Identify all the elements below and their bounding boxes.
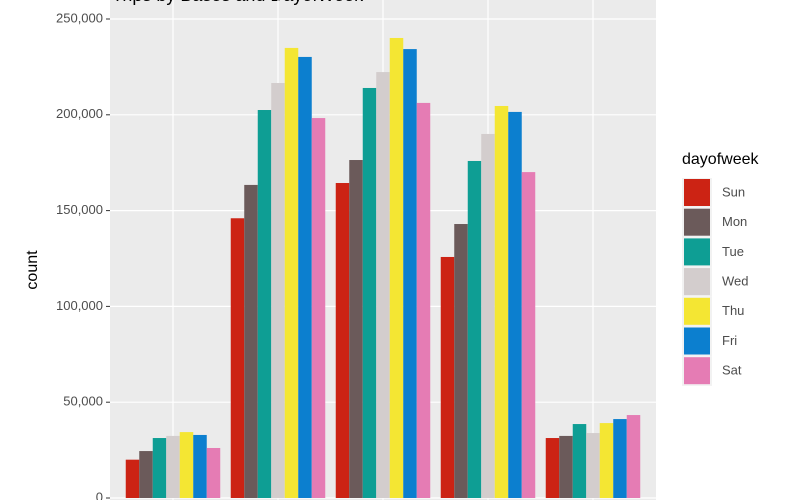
bar [335,183,350,499]
legend-label: Tue [722,244,744,259]
bar [440,256,455,498]
bar [179,432,194,498]
legend-key [684,268,710,296]
bar [416,102,431,498]
bar [599,423,614,498]
bar [284,47,299,498]
bar [298,56,312,498]
bar [508,111,522,499]
y-tick-label: 0 [96,489,103,500]
bar [311,118,326,499]
bar [481,133,495,498]
bar [257,110,272,498]
legend-key [684,208,710,236]
bar [389,37,404,499]
legend-label: Mon [722,214,747,229]
y-tick-label: 250,000 [56,10,103,25]
bar [613,419,627,498]
bar [376,72,390,499]
bar [139,451,153,498]
bar [494,105,509,499]
bar [626,415,641,498]
bar [362,87,377,498]
legend-key [684,357,710,385]
bar [193,434,207,498]
bar [545,438,560,498]
y-tick-label: 100,000 [56,298,103,313]
legend-label: Sat [722,363,742,378]
y-axis-label: count [24,250,41,290]
bar [559,435,573,498]
bar [454,224,468,498]
legend-label: Fri [722,333,737,348]
bar [125,459,140,498]
bar [521,172,536,499]
legend-key [684,179,710,206]
bar [403,49,417,498]
bar [166,435,180,498]
legend-label: Wed [722,274,749,289]
legend-title: dayofweek [682,151,759,168]
bar [467,160,482,499]
y-tick-label: 150,000 [56,202,103,217]
bar [230,218,245,498]
bar [572,424,587,498]
legend-label: Sun [722,184,745,199]
y-tick-label: 200,000 [56,106,103,121]
bar [349,160,363,499]
bar [271,82,285,499]
bar [152,438,167,498]
y-tick-label: 50,000 [63,394,103,409]
bar [586,433,600,498]
bar [244,184,258,498]
legend-label: Thu [722,303,744,318]
legend-key [684,297,710,325]
bar [206,447,221,498]
chart-title: Trips by Bases and DayofWeek [112,0,364,5]
legend-key [684,238,710,266]
legend-key [684,327,710,355]
